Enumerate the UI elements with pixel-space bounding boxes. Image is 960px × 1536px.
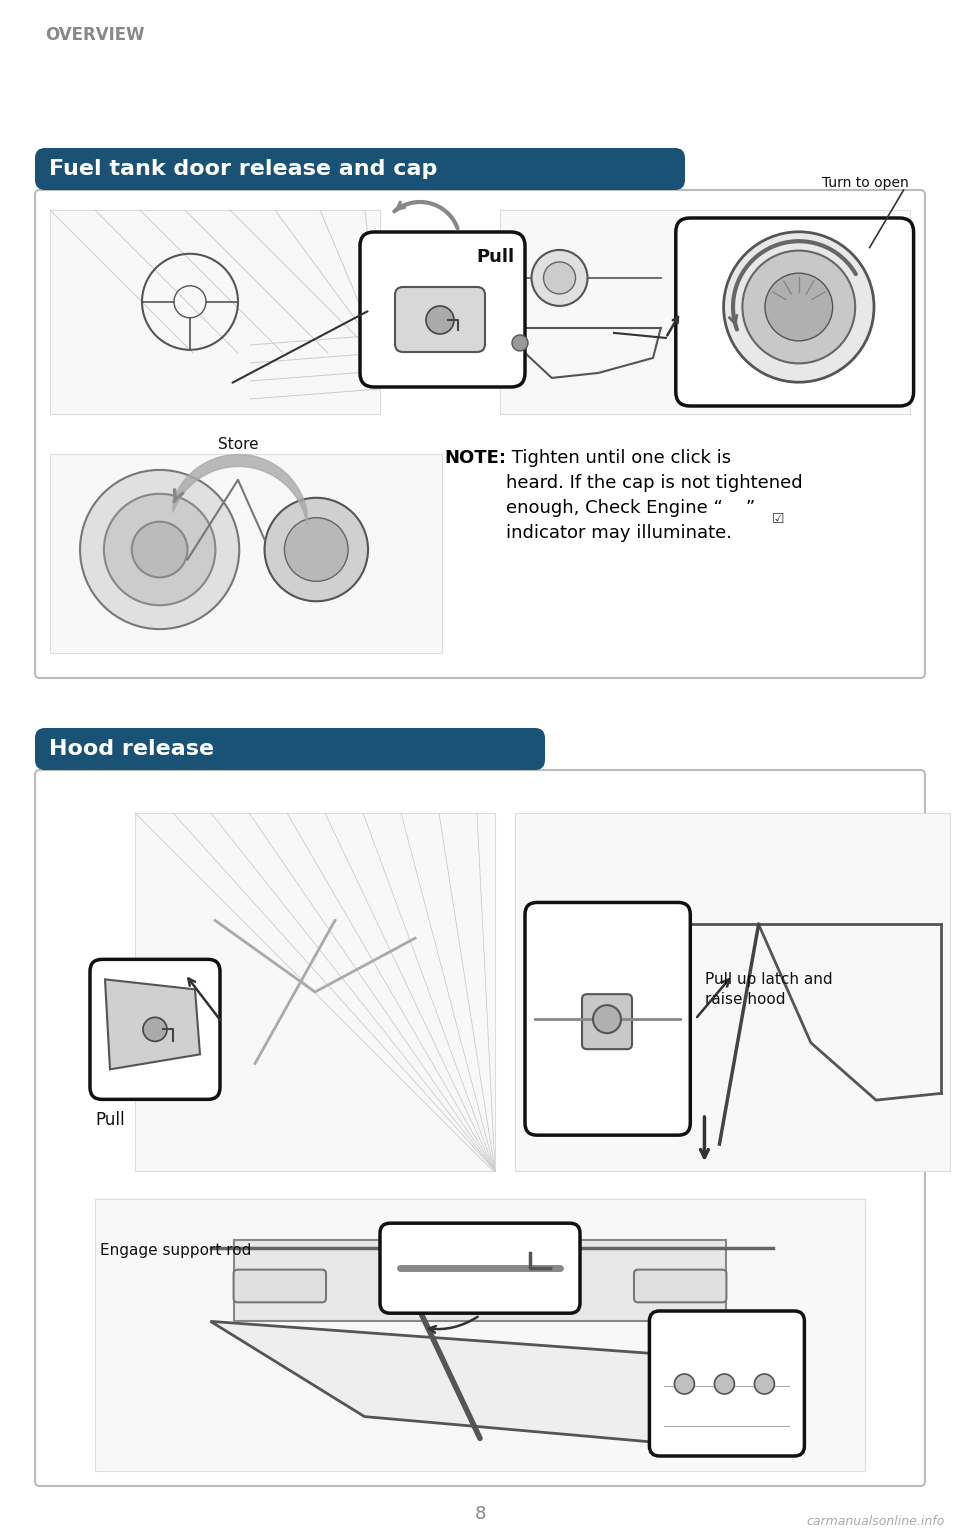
Circle shape xyxy=(104,493,215,605)
Bar xyxy=(515,813,950,1170)
Circle shape xyxy=(143,1017,167,1041)
Circle shape xyxy=(284,518,348,581)
Text: Turn to open: Turn to open xyxy=(822,177,908,190)
FancyBboxPatch shape xyxy=(35,770,925,1485)
Text: NOTE:: NOTE: xyxy=(444,449,507,467)
Circle shape xyxy=(755,1375,775,1395)
Circle shape xyxy=(265,498,368,601)
Polygon shape xyxy=(210,1321,773,1444)
Bar xyxy=(500,210,910,415)
Polygon shape xyxy=(233,1240,727,1321)
FancyBboxPatch shape xyxy=(360,232,525,387)
FancyBboxPatch shape xyxy=(676,218,914,406)
FancyBboxPatch shape xyxy=(35,190,925,677)
Text: carmanualsonline.info: carmanualsonline.info xyxy=(806,1514,945,1528)
Circle shape xyxy=(742,250,855,364)
Text: OVERVIEW: OVERVIEW xyxy=(45,26,145,45)
Text: Pull: Pull xyxy=(95,1112,125,1129)
Circle shape xyxy=(532,250,588,306)
Circle shape xyxy=(674,1375,694,1395)
Circle shape xyxy=(714,1375,734,1395)
Text: ☑: ☑ xyxy=(772,511,784,525)
Polygon shape xyxy=(105,980,200,1069)
FancyBboxPatch shape xyxy=(582,994,632,1049)
Bar xyxy=(135,813,495,1170)
Circle shape xyxy=(543,263,576,293)
Circle shape xyxy=(765,273,832,341)
FancyBboxPatch shape xyxy=(35,147,685,190)
FancyBboxPatch shape xyxy=(35,728,545,770)
FancyBboxPatch shape xyxy=(233,1270,326,1303)
Circle shape xyxy=(512,335,528,350)
Text: Engage support rod: Engage support rod xyxy=(100,1243,252,1258)
Text: Hood release: Hood release xyxy=(49,739,214,759)
Text: Pull: Pull xyxy=(477,247,515,266)
Circle shape xyxy=(724,232,874,382)
Bar xyxy=(50,210,380,415)
Text: Store: Store xyxy=(218,438,258,452)
Circle shape xyxy=(426,306,454,333)
Bar xyxy=(95,1200,865,1471)
Circle shape xyxy=(132,522,187,578)
FancyBboxPatch shape xyxy=(634,1270,727,1303)
Text: 8: 8 xyxy=(474,1505,486,1524)
FancyBboxPatch shape xyxy=(525,903,690,1135)
FancyBboxPatch shape xyxy=(90,960,220,1100)
Bar xyxy=(50,455,442,653)
FancyBboxPatch shape xyxy=(380,1223,580,1313)
Text: Pull up latch and
raise hood: Pull up latch and raise hood xyxy=(706,972,833,1008)
Circle shape xyxy=(593,1005,621,1034)
Text: Tighten until one click is
heard. If the cap is not tightened
enough, Check Engi: Tighten until one click is heard. If the… xyxy=(507,449,803,542)
FancyBboxPatch shape xyxy=(395,287,485,352)
Circle shape xyxy=(80,470,239,630)
Text: Fuel tank door release and cap: Fuel tank door release and cap xyxy=(49,160,438,180)
FancyBboxPatch shape xyxy=(649,1312,804,1456)
